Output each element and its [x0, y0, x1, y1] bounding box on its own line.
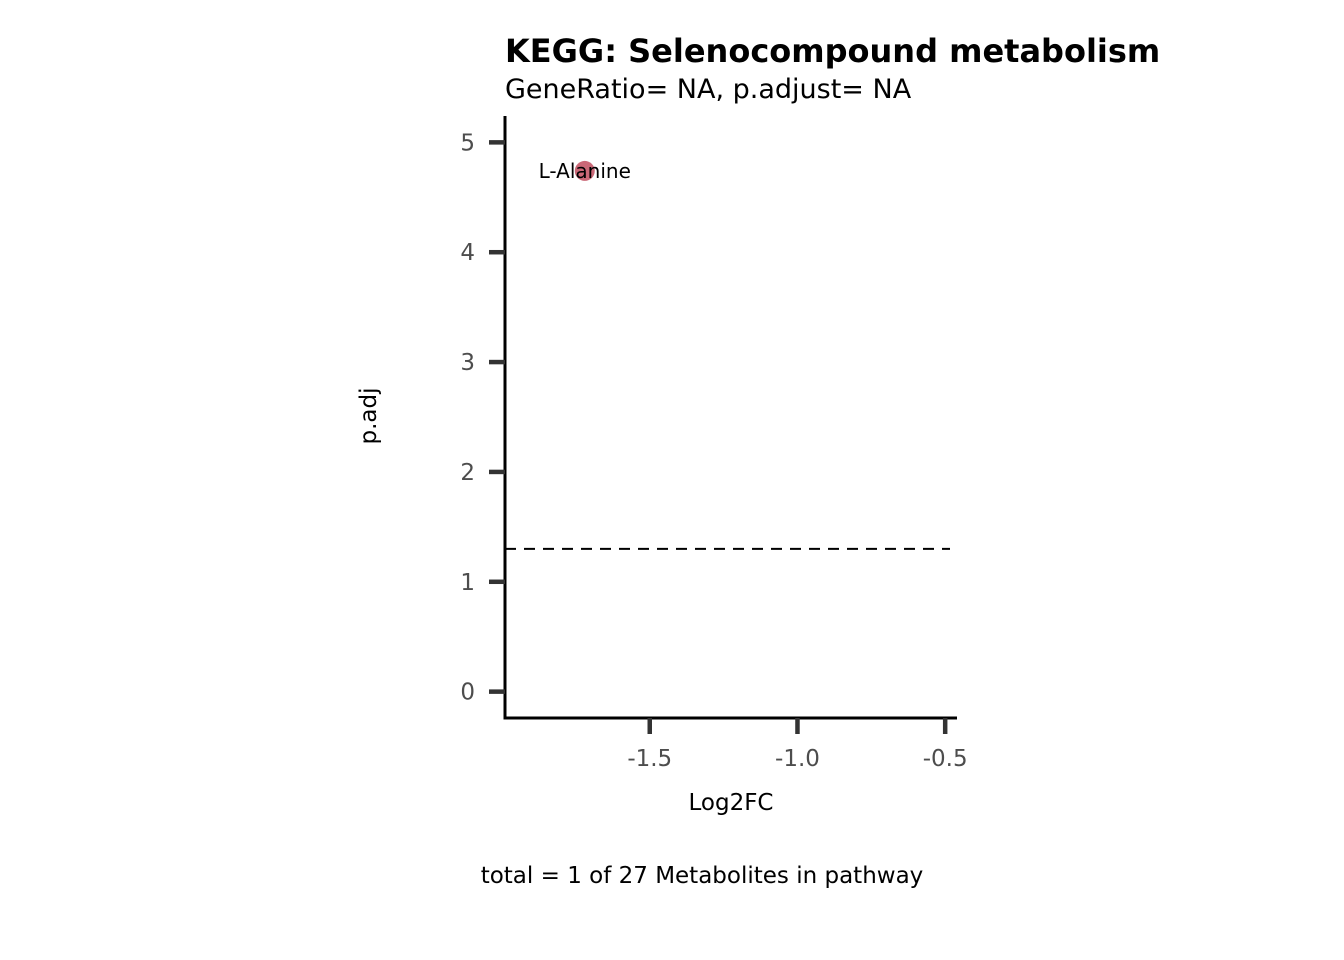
y-tick-label: 0: [460, 680, 475, 706]
x-axis-title: Log2FC: [688, 790, 773, 816]
y-tick-label: 2: [460, 460, 475, 486]
x-tick-label: -1.0: [775, 746, 820, 772]
chart-subtitle: GeneRatio= NA, p.adjust= NA: [505, 74, 912, 105]
plot-area: 0 1 2 3 4 5 -1.5 -1.0 -0.5 L-Alanine: [460, 116, 968, 772]
y-tick-label: 1: [460, 570, 475, 596]
y-tick-label: 4: [460, 240, 475, 266]
y-tick-label: 5: [460, 130, 475, 156]
x-tick-label: -0.5: [923, 746, 968, 772]
x-tick-label: -1.5: [627, 746, 672, 772]
y-tick-label: 3: [460, 350, 475, 376]
chart-caption: total = 1 of 27 Metabolites in pathway: [481, 863, 924, 889]
y-axis-title: p.adj: [356, 388, 382, 445]
chart-title: KEGG: Selenocompound metabolism: [505, 32, 1160, 70]
data-point: [574, 160, 595, 181]
data-point-label: L-Alanine: [539, 159, 631, 183]
